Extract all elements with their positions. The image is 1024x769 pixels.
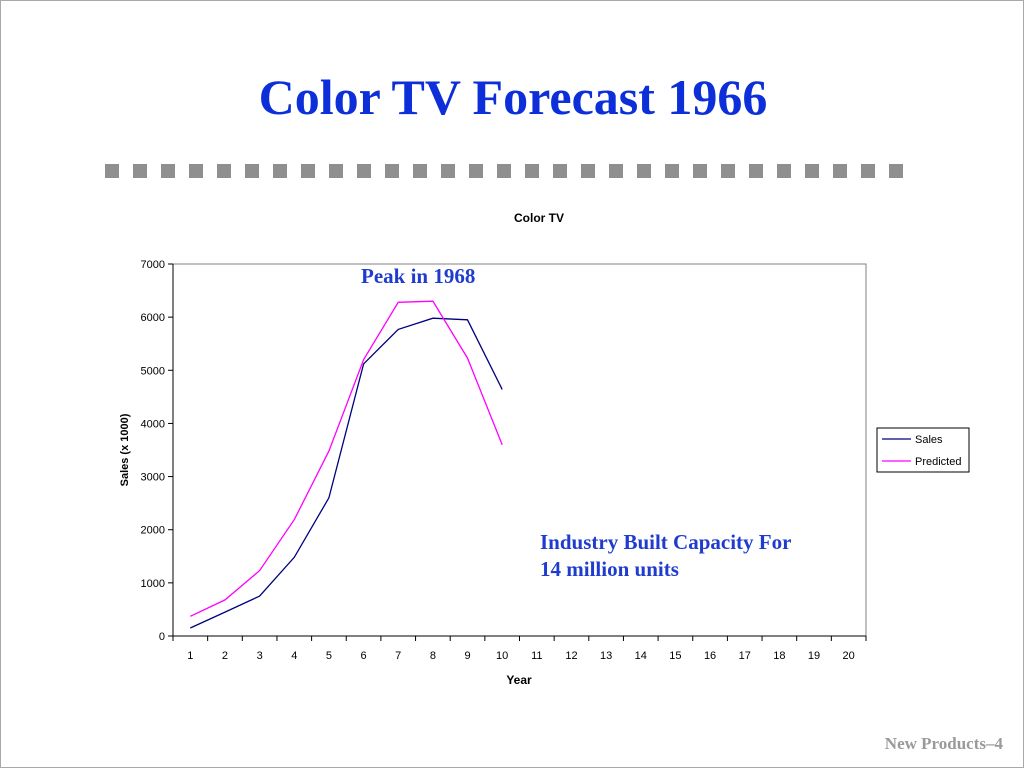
divider-square (413, 164, 427, 178)
series-line-sales (190, 317, 503, 629)
divider-square (245, 164, 259, 178)
divider-square (721, 164, 735, 178)
x-tick-label: 20 (843, 650, 855, 662)
x-tick-label: 6 (361, 650, 367, 662)
divider-square (329, 164, 343, 178)
x-axis-label: Year (506, 673, 532, 687)
x-tick-label: 17 (739, 650, 751, 662)
y-axis-label: Sales (x 1000) (119, 413, 131, 486)
x-tick-label: 4 (291, 650, 297, 662)
divider-square (861, 164, 875, 178)
peak-annotation: Peak in 1968 (361, 264, 476, 288)
divider-square (833, 164, 847, 178)
y-tick-label: 0 (159, 631, 165, 643)
divider-square (497, 164, 511, 178)
chart-title: Color TV (514, 211, 564, 225)
divider-square (469, 164, 483, 178)
y-tick-label: 7000 (141, 259, 165, 271)
y-tick-label: 4000 (141, 418, 165, 430)
divider-square (217, 164, 231, 178)
x-tick-label: 7 (395, 650, 401, 662)
y-tick-label: 1000 (141, 578, 165, 590)
x-tick-label: 15 (669, 650, 681, 662)
divider-square (553, 164, 567, 178)
divider-square (301, 164, 315, 178)
capacity-annotation: Industry Built Capacity For 14 million u… (540, 529, 791, 583)
x-tick-label: 2 (222, 650, 228, 662)
divider-square (133, 164, 147, 178)
x-tick-label: 11 (531, 650, 542, 662)
slide-title: Color TV Forecast 1966 (258, 69, 768, 125)
series-lines (190, 300, 503, 629)
x-tick-label: 3 (257, 650, 263, 662)
divider-square (889, 164, 903, 178)
x-tick-label: 13 (600, 650, 612, 662)
divider-square (105, 164, 119, 178)
series-line-predicted (190, 300, 503, 617)
divider-square (357, 164, 371, 178)
divider-square (777, 164, 791, 178)
dashed-divider (105, 164, 903, 178)
x-tick-label: 18 (773, 650, 785, 662)
divider-square (441, 164, 455, 178)
divider-square (385, 164, 399, 178)
x-tick-label: 14 (635, 650, 647, 662)
y-tick-label: 3000 (141, 472, 165, 484)
x-tick-label: 16 (704, 650, 716, 662)
x-tick-label: 9 (464, 650, 470, 662)
legend-label-predicted: Predicted (915, 456, 961, 468)
y-tick-label: 6000 (141, 312, 165, 324)
x-tick-label: 5 (326, 650, 332, 662)
x-tick-label: 8 (430, 650, 436, 662)
capacity-annotation-line-2: 14 million units (540, 557, 679, 581)
divider-square (665, 164, 679, 178)
divider-square (273, 164, 287, 178)
divider-square (581, 164, 595, 178)
capacity-annotation-line-1: Industry Built Capacity For (540, 530, 792, 554)
x-tick-label: 19 (808, 650, 820, 662)
divider-square (161, 164, 175, 178)
x-tick-label: 10 (496, 650, 508, 662)
x-tick-label: 12 (565, 650, 577, 662)
y-tick-label: 5000 (141, 365, 165, 377)
divider-square (609, 164, 623, 178)
divider-square (693, 164, 707, 178)
divider-square (525, 164, 539, 178)
divider-square (749, 164, 763, 178)
divider-square (805, 164, 819, 178)
x-tick-label: 1 (187, 650, 193, 662)
y-tick-label: 2000 (141, 525, 165, 537)
divider-square (189, 164, 203, 178)
legend-label-sales: Sales (915, 434, 943, 446)
legend-box (876, 427, 970, 473)
slide-footer: New Products–4 (884, 734, 1003, 753)
legend: Sales Predicted (876, 427, 970, 473)
divider-square (637, 164, 651, 178)
